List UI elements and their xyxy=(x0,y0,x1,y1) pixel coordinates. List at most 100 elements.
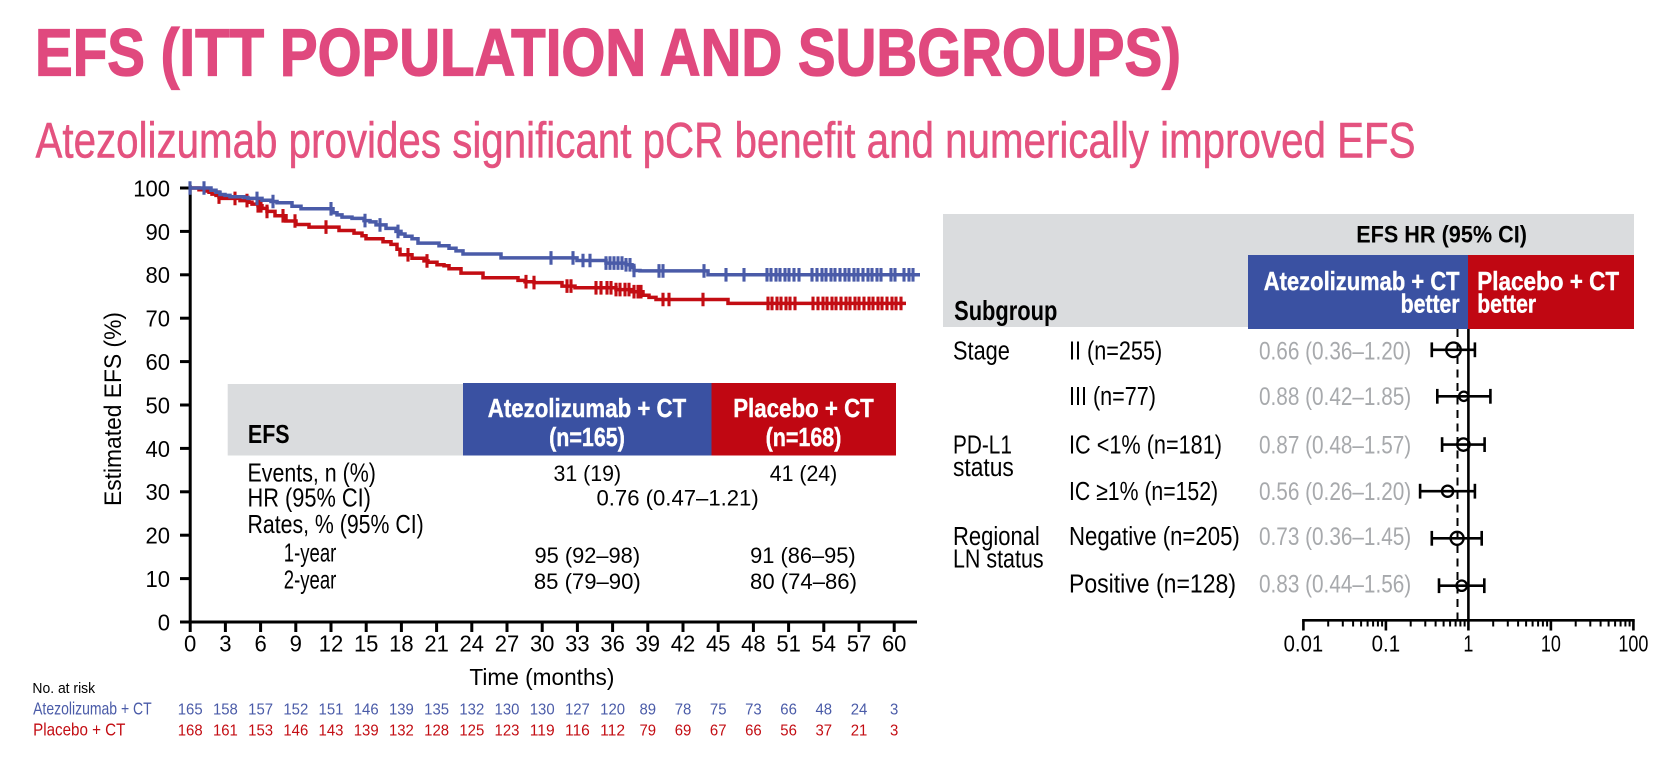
svg-text:78: 78 xyxy=(675,701,692,718)
svg-text:57: 57 xyxy=(847,631,872,657)
svg-text:48: 48 xyxy=(816,701,833,718)
svg-text:No. at risk: No. at risk xyxy=(32,680,95,697)
svg-text:Time (months): Time (months) xyxy=(469,664,614,690)
svg-text:3: 3 xyxy=(219,631,231,657)
svg-text:157: 157 xyxy=(248,701,273,718)
svg-text:0.73 (0.36–1.45): 0.73 (0.36–1.45) xyxy=(1259,523,1411,551)
svg-text:Estimated EFS (%): Estimated EFS (%) xyxy=(100,312,127,506)
svg-text:67: 67 xyxy=(710,722,727,739)
svg-text:Atezolizumab + CT: Atezolizumab + CT xyxy=(488,393,686,423)
svg-text:30: 30 xyxy=(530,631,555,657)
svg-text:Placebo + CT: Placebo + CT xyxy=(733,393,874,423)
svg-text:31 (19): 31 (19) xyxy=(554,461,622,486)
svg-text:Subgroup: Subgroup xyxy=(954,295,1057,326)
svg-text:II (n=255): II (n=255) xyxy=(1069,337,1162,365)
svg-text:(n=165): (n=165) xyxy=(549,422,625,452)
svg-text:0.56 (0.26–1.20): 0.56 (0.26–1.20) xyxy=(1259,478,1411,506)
svg-text:125: 125 xyxy=(459,722,484,739)
svg-text:10: 10 xyxy=(146,566,171,592)
svg-text:139: 139 xyxy=(354,722,379,739)
svg-text:33: 33 xyxy=(565,631,590,657)
svg-text:66: 66 xyxy=(745,722,762,739)
svg-text:EFS HR (95% CI): EFS HR (95% CI) xyxy=(1356,221,1527,248)
svg-text:123: 123 xyxy=(495,722,520,739)
svg-text:Negative (n=205): Negative (n=205) xyxy=(1069,523,1240,551)
svg-text:41 (24): 41 (24) xyxy=(770,461,838,486)
svg-text:66: 66 xyxy=(780,701,797,718)
svg-text:EFS: EFS xyxy=(248,419,290,449)
svg-text:Atezolizumab + CT: Atezolizumab + CT xyxy=(33,698,152,718)
svg-text:IC ≥1% (n=152): IC ≥1% (n=152) xyxy=(1069,478,1218,506)
svg-text:0: 0 xyxy=(158,609,170,635)
svg-text:50: 50 xyxy=(146,392,171,418)
svg-text:158: 158 xyxy=(213,701,238,718)
svg-text:3: 3 xyxy=(890,701,898,718)
svg-text:60: 60 xyxy=(882,631,907,657)
svg-text:80: 80 xyxy=(146,262,171,288)
svg-text:PD-L1: PD-L1 xyxy=(953,432,1012,460)
svg-text:151: 151 xyxy=(319,701,344,718)
svg-text:better: better xyxy=(1401,289,1460,319)
svg-text:30: 30 xyxy=(146,479,171,505)
svg-text:3: 3 xyxy=(890,722,898,739)
svg-text:37: 37 xyxy=(816,722,833,739)
svg-text:1: 1 xyxy=(1463,630,1473,656)
svg-text:EFS (ITT POPULATION AND SUBGRO: EFS (ITT POPULATION AND SUBGROUPS) xyxy=(35,17,1181,91)
svg-text:Stage: Stage xyxy=(953,337,1010,365)
svg-text:0.88 (0.42–1.85): 0.88 (0.42–1.85) xyxy=(1259,383,1411,411)
svg-text:85 (79–90): 85 (79–90) xyxy=(534,569,641,594)
svg-text:146: 146 xyxy=(354,701,379,718)
svg-text:146: 146 xyxy=(283,722,308,739)
svg-text:152: 152 xyxy=(283,701,308,718)
svg-text:161: 161 xyxy=(213,722,238,739)
svg-text:153: 153 xyxy=(248,722,273,739)
svg-text:119: 119 xyxy=(530,722,555,739)
svg-text:20: 20 xyxy=(146,523,171,549)
svg-text:Events, n (%): Events, n (%) xyxy=(248,457,376,487)
svg-text:0.66 (0.36–1.20): 0.66 (0.36–1.20) xyxy=(1259,337,1411,365)
svg-text:45: 45 xyxy=(706,631,731,657)
svg-text:Regional: Regional xyxy=(953,523,1040,551)
svg-text:12: 12 xyxy=(319,631,344,657)
svg-text:42: 42 xyxy=(671,631,696,657)
svg-text:143: 143 xyxy=(319,722,344,739)
svg-text:(n=168): (n=168) xyxy=(766,422,842,452)
svg-text:40: 40 xyxy=(146,436,171,462)
svg-text:128: 128 xyxy=(424,722,449,739)
svg-text:III (n=77): III (n=77) xyxy=(1069,383,1156,411)
svg-text:2-year: 2-year xyxy=(284,565,337,595)
svg-text:24: 24 xyxy=(851,701,868,718)
svg-text:132: 132 xyxy=(389,722,414,739)
svg-text:better: better xyxy=(1477,289,1536,319)
svg-text:0.87 (0.48–1.57): 0.87 (0.48–1.57) xyxy=(1259,432,1411,460)
svg-text:89: 89 xyxy=(640,701,657,718)
svg-text:54: 54 xyxy=(812,631,837,657)
svg-text:48: 48 xyxy=(741,631,766,657)
svg-text:LN status: LN status xyxy=(953,546,1044,574)
svg-text:0: 0 xyxy=(184,631,196,657)
svg-text:112: 112 xyxy=(600,722,625,739)
svg-text:73: 73 xyxy=(745,701,762,718)
svg-text:27: 27 xyxy=(495,631,520,657)
svg-text:130: 130 xyxy=(495,701,520,718)
svg-text:6: 6 xyxy=(254,631,266,657)
svg-text:Atezolizumab + CT: Atezolizumab + CT xyxy=(1264,266,1460,296)
svg-text:18: 18 xyxy=(389,631,414,657)
svg-text:Placebo + CT: Placebo + CT xyxy=(1477,266,1619,296)
svg-text:0.83 (0.44–1.56): 0.83 (0.44–1.56) xyxy=(1259,570,1411,598)
svg-text:69: 69 xyxy=(675,722,692,739)
svg-text:51: 51 xyxy=(776,631,801,657)
svg-text:79: 79 xyxy=(640,722,657,739)
svg-text:168: 168 xyxy=(178,722,203,739)
svg-text:135: 135 xyxy=(424,701,449,718)
svg-text:130: 130 xyxy=(530,701,555,718)
svg-text:Placebo + CT: Placebo + CT xyxy=(33,719,126,739)
svg-text:91 (86–95): 91 (86–95) xyxy=(750,543,856,568)
svg-text:21: 21 xyxy=(424,631,449,657)
svg-text:status: status xyxy=(953,454,1014,482)
svg-text:1-year: 1-year xyxy=(284,538,337,568)
svg-text:39: 39 xyxy=(636,631,661,657)
svg-text:Atezolizumab provides signific: Atezolizumab provides significant pCR be… xyxy=(36,112,1416,169)
svg-text:90: 90 xyxy=(146,219,171,245)
svg-text:120: 120 xyxy=(600,701,625,718)
